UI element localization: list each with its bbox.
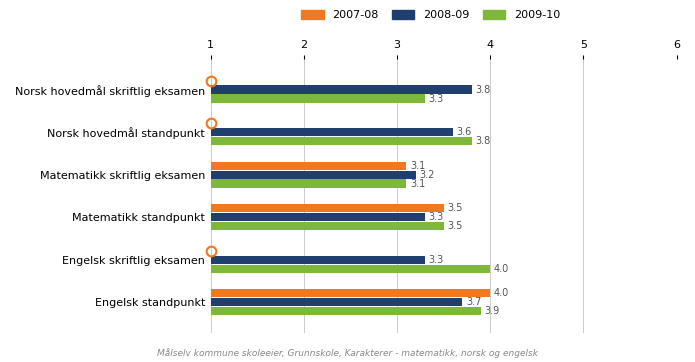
Bar [211, 298, 462, 306]
Text: 3.8: 3.8 [475, 136, 491, 146]
Bar [211, 85, 472, 94]
Bar [211, 171, 416, 179]
Bar [211, 161, 407, 170]
Text: 3.5: 3.5 [448, 221, 463, 231]
Text: Målselv kommune skoleeier, Grunnskole, Karakterer - matematikk, norsk og engelsk: Målselv kommune skoleeier, Grunnskole, K… [157, 349, 538, 358]
Bar [211, 128, 453, 136]
Text: 4.0: 4.0 [494, 264, 509, 274]
Bar [211, 289, 490, 298]
Text: 3.3: 3.3 [429, 212, 444, 222]
Legend: 2007-08, 2008-09, 2009-10: 2007-08, 2008-09, 2009-10 [297, 5, 565, 25]
Text: 3.1: 3.1 [410, 161, 425, 171]
Text: 3.9: 3.9 [484, 306, 500, 316]
Bar [211, 222, 443, 230]
Bar [211, 137, 472, 145]
Bar [211, 265, 490, 273]
Bar [211, 256, 425, 264]
Bar [211, 307, 481, 315]
Bar [211, 180, 407, 188]
Text: 3.1: 3.1 [410, 178, 425, 189]
Bar [211, 94, 425, 102]
Text: 3.5: 3.5 [448, 203, 463, 213]
Bar [211, 204, 443, 212]
Text: 3.8: 3.8 [475, 85, 491, 94]
Bar [211, 213, 425, 221]
Text: 3.3: 3.3 [429, 255, 444, 265]
Text: 3.6: 3.6 [457, 127, 472, 137]
Text: 4.0: 4.0 [494, 289, 509, 298]
Text: 3.3: 3.3 [429, 93, 444, 104]
Text: 3.2: 3.2 [420, 170, 435, 180]
Text: 3.7: 3.7 [466, 297, 482, 307]
